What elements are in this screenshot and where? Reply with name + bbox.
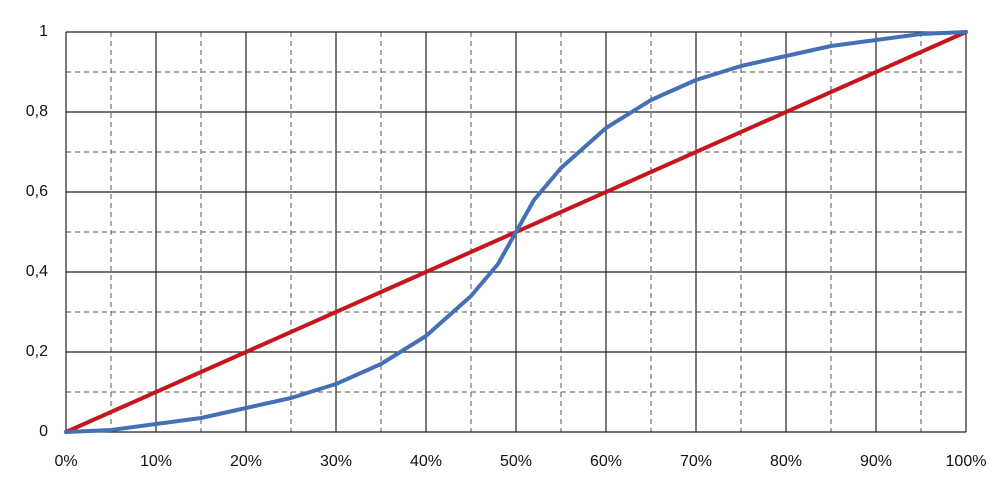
y-tick-label: 0,6 bbox=[26, 183, 48, 200]
x-tick-label: 50% bbox=[500, 453, 532, 470]
y-tick-label: 0,4 bbox=[26, 263, 48, 280]
x-tick-label: 60% bbox=[590, 453, 622, 470]
x-tick-label: 90% bbox=[860, 453, 892, 470]
line-series bbox=[64, 30, 968, 434]
x-tick-label: 30% bbox=[320, 453, 352, 470]
y-tick-label: 0,2 bbox=[26, 343, 48, 360]
x-tick-label: 100% bbox=[946, 453, 987, 470]
y-tick-label: 0 bbox=[39, 423, 48, 440]
x-tick-label: 0% bbox=[54, 453, 77, 470]
x-tick-label: 10% bbox=[140, 453, 172, 470]
y-tick-label: 1 bbox=[39, 23, 48, 40]
x-tick-label: 80% bbox=[770, 453, 802, 470]
x-tick-label: 70% bbox=[680, 453, 712, 470]
x-tick-label: 40% bbox=[410, 453, 442, 470]
x-tick-label: 20% bbox=[230, 453, 262, 470]
y-tick-label: 0,8 bbox=[26, 103, 48, 120]
